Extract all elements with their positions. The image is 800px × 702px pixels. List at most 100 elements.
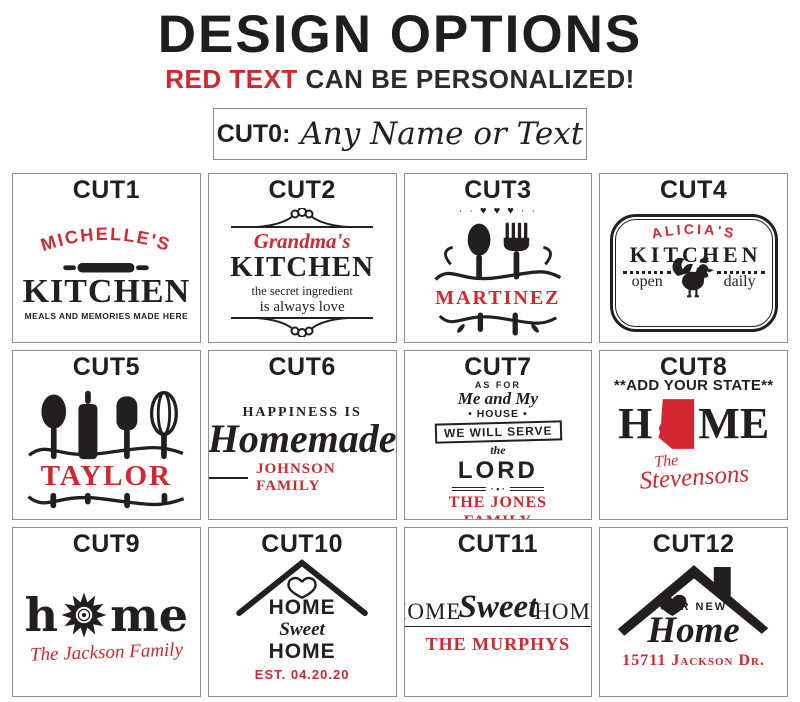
home-word-bottom: HOME [268,640,336,664]
design-tagline: MEALS AND MEMORIES MADE HERE [24,310,189,321]
cut-label: CUT12 [652,530,735,558]
roof-with-heart-icon [236,559,368,617]
cut-label: CUT10 [261,530,343,558]
arizona-state-icon [658,399,695,450]
divider-line [451,487,486,492]
personalized-name: THE MURPHYS [425,634,571,655]
divider-line [509,487,544,492]
flourish-icon [231,317,374,338]
personalized-name: MARTINEZ [435,287,561,310]
subtitle-rest-text: CAN BE PERSONALIZED! [297,64,635,94]
subtitle-red-text: RED TEXT [165,64,298,94]
page-header: DESIGN OPTIONS RED TEXT CAN BE PERSONALI… [0,0,800,160]
home-word-left: HOME [404,598,462,624]
design-cell-cut3: CUT3 · · ♥ ♥ ♥ · · MARTINEZ [403,173,593,343]
our-new-text: OUR NEW [660,601,728,614]
kitchen-utensils-icon [28,390,184,460]
cut-label: CUT11 [457,530,539,558]
design-preview-cut12: OUR NEW Home 15711 Jackson Dr. [600,557,787,696]
sweet-word: Sweet [458,588,538,625]
me-and-my-text: Me and My [457,389,539,409]
swirl-and-handles-icon [27,493,185,509]
home-letter-h: H [618,399,653,449]
design-preview-cut7: AS FOR Me and My • HOUSE • WE WILL SERVE… [405,380,592,519]
cut-label: CUT2 [268,176,336,204]
intro-text: HAPPINESS IS [242,404,362,420]
svg-text:ALICIA'S: ALICIA'S [650,221,738,242]
design-cell-cut6: CUT6 HAPPINESS IS Homemade JOHNSON FAMIL… [207,350,397,520]
cut-label: CUT5 [72,353,141,381]
design-cell-cut9: CUT9 h [12,527,201,697]
design-tagline-1: the secret ingredient [251,283,353,298]
design-preview-cut1: MICHELLE'S KITCHEN MEALS AND MEMORIES MA… [13,203,200,342]
personalized-address: 15711 Jackson Dr. [622,652,765,670]
rolling-pin-icon [63,262,150,273]
design-preview-cut4: ALICIA'S KITCHEN open [600,203,787,342]
spoon-and-fork-icon [434,222,562,281]
design-preview-cut5: TAYLOR [13,380,200,519]
design-preview-cut9: h [13,557,200,696]
cut0-option-box: CUT0: Any Name or Text [213,108,587,160]
personalized-name: The Jackson Family [29,638,184,666]
banner-text: WE WILL SERVE [434,420,562,444]
personalized-name: TAYLOR [40,459,172,492]
home-word-top: HOME [268,596,336,620]
personalized-name-line1: THE JONES [448,494,548,512]
daily-text: daily [723,272,756,290]
cut-label: CUT7 [464,353,532,381]
design-cell-cut5: CUT5 TAYLOR [12,350,201,520]
svg-text:MICHELLE'S: MICHELLE'S [39,225,175,255]
cut0-label: CUT0: [216,119,291,148]
personalized-name: ALICIA'S [650,221,735,242]
badge-border: ALICIA'S KITCHEN open [609,213,778,332]
lord-text: LORD [457,457,538,485]
personalized-name-line2: FAMILY [464,513,532,519]
design-preview-cut6: HAPPINESS IS Homemade JOHNSON FAMILY [209,380,396,519]
design-cell-cut11: CUT11 HOME Sweet HOME THE MURPHYS [403,527,593,697]
as-for-text: AS FOR [474,380,521,391]
design-cell-cut7: CUT7 AS FOR Me and My • HOUSE • WE WILL … [403,350,593,520]
divider-dots: · • · [490,484,505,495]
page-title: DESIGN OPTIONS [157,5,643,64]
cut-label: CUT6 [268,353,336,381]
open-text: open [631,272,663,290]
home-letters-me: ME [698,399,770,449]
cut0-value: Any Name or Text [300,116,584,152]
cut-label: CUT9 [72,530,141,558]
cut-label: CUT3 [464,176,532,204]
design-preview-cut11: HOME Sweet HOME THE MURPHYS [404,557,592,696]
hearts-ornament: · · ♥ ♥ ♥ · · [458,205,538,218]
design-word: KITCHEN [22,272,191,310]
house-roof-heart-icon [617,565,768,637]
design-cell-cut1: CUT1 MICHELLE'S KITCHEN MEALS AND MEMORI… [12,173,201,343]
arched-name: MICHELLE'S [39,225,175,255]
windmill-icon [61,592,107,638]
design-preview-cut2: Grandma's KITCHEN the secret ingredient … [209,203,396,342]
design-word: KITCHEN [230,250,375,283]
sweet-word: Sweet [279,619,325,641]
design-cell-cut8: CUT8 **ADD YOUR STATE** H ME The Stevens… [599,350,788,520]
design-cell-cut2: CUT2 Grandma's KITCHEN the secret ingred… [207,173,397,343]
personalized-name: Grandma's [253,228,351,253]
design-cell-cut4: CUT4 ALICIA'S KITCHEN open [599,173,788,343]
the-text: the [490,443,506,458]
design-preview-cut10: HOME Sweet HOME EST. 04.20.20 [209,557,396,696]
add-your-state-note: **ADD YOUR STATE** [613,377,774,395]
established-date: EST. 04.20.20 [254,667,350,683]
design-cell-cut10: CUT10 HOME Sweet HOME EST. 04.20.20 [207,527,397,697]
design-word: Homemade [207,415,397,461]
swirl-and-handles-icon [438,312,557,336]
home-word-right: HOME [534,598,591,624]
cut-label: CUT4 [659,176,728,204]
dotted-divider [616,270,772,274]
cut-label: CUT8 [659,353,728,381]
design-tagline-2: is always love [259,298,345,315]
arched-name: ALICIA'S [650,221,738,242]
home-word: Home [647,610,740,652]
flourish-icon [231,207,374,228]
home-letter-h: h [24,587,59,642]
design-preview-cut8: **ADD YOUR STATE** H ME The Stevensons [600,377,787,519]
cut-label: CUT1 [72,176,141,204]
home-letters-me: me [110,587,189,642]
divider-line [208,476,249,479]
